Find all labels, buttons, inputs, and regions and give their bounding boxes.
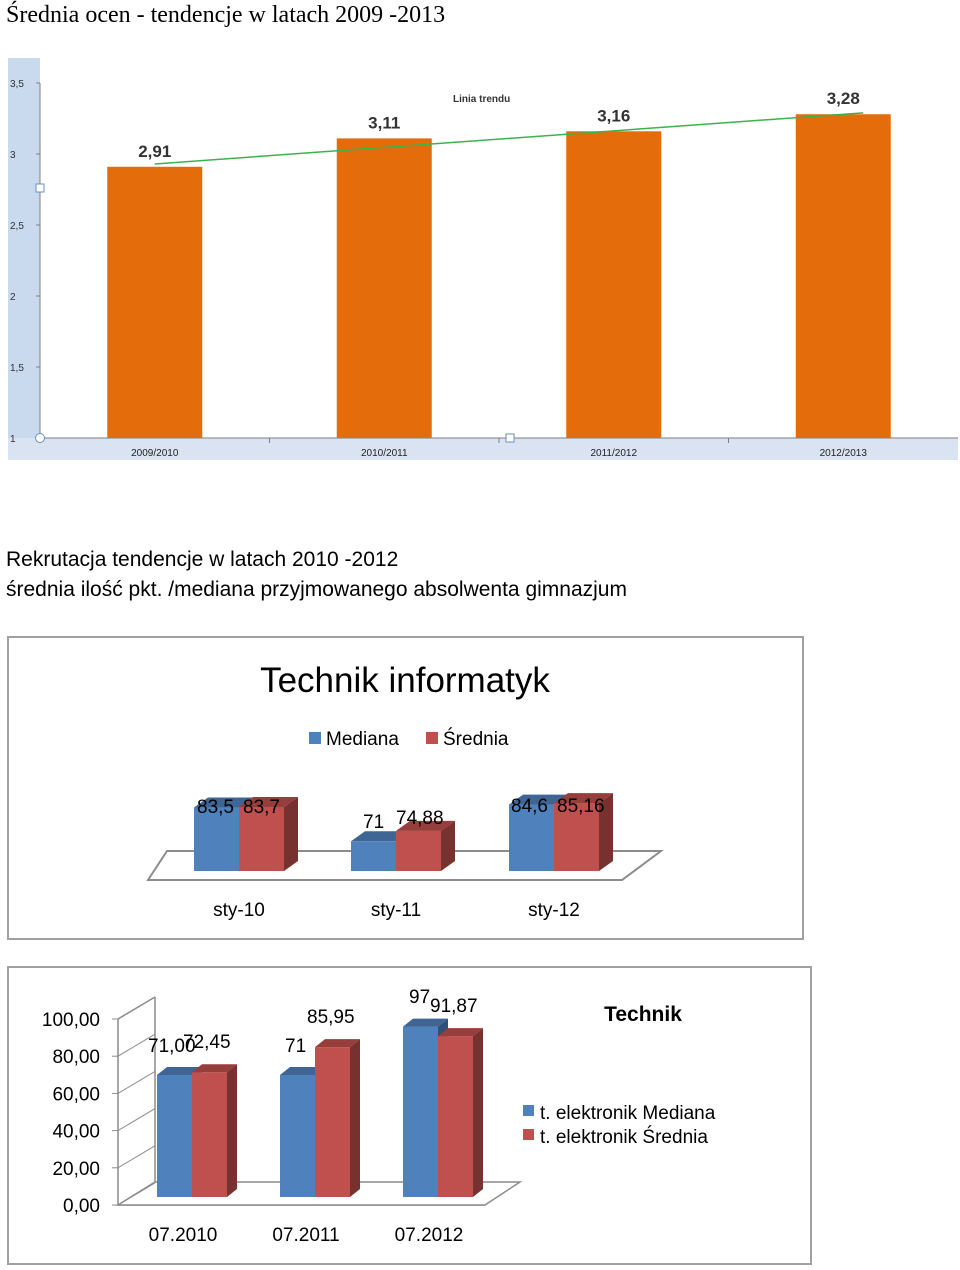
chart3-bar — [192, 1064, 237, 1197]
chart3-bar — [315, 1039, 360, 1197]
chart3-ytick-label: 100,00 — [42, 1010, 100, 1031]
chart2-legend-label: Mediana — [326, 729, 399, 750]
chart2-legend-swatch — [309, 732, 321, 744]
chart2-bar — [239, 797, 298, 871]
chart3-wall-gridline — [117, 1070, 156, 1094]
chart1-ytick-label: 1,5 — [10, 363, 24, 374]
chart3-legend-label: t. elektronik Mediana — [540, 1103, 716, 1124]
chart2-legend-swatch — [426, 732, 438, 744]
chart2-value-label: 83,5 — [197, 797, 234, 818]
chart2-value-label: 83,7 — [243, 797, 280, 818]
chart3-ytick-label: 60,00 — [52, 1084, 100, 1105]
chart-average-grades: 2,91 3,11 3,16 3,28 Linia trendu 1 1,5 2 2,5 3 3,… — [8, 58, 958, 460]
chart1-trend-line — [154, 112, 864, 165]
chart3-wall-gridline — [117, 996, 156, 1020]
chart1-resize-handle[interactable] — [505, 433, 515, 443]
chart1-category-label: 2009/2010 — [131, 448, 179, 459]
section-heading-line2: średnia ilość pkt. /mediana przyjmowaneg… — [6, 578, 627, 601]
chart2-bar — [554, 793, 613, 871]
chart2-value-label: 71 — [363, 812, 384, 833]
chart1-category-label: 2012/2013 — [820, 448, 868, 459]
chart2-bar — [396, 820, 455, 871]
chart3-value-label: 72,45 — [183, 1032, 231, 1053]
chart3-category-label: 07.2010 — [149, 1225, 218, 1246]
chart1-ytick-label: 2,5 — [10, 221, 24, 232]
chart3-category-label: 07.2012 — [395, 1225, 464, 1246]
chart3-wall-gridline — [117, 1033, 156, 1057]
chart1-bar — [566, 131, 662, 438]
chart3-legend-swatch — [523, 1129, 534, 1140]
chart1-bar — [336, 138, 432, 438]
chart1-ytick-label: 3,5 — [10, 79, 24, 90]
chart2-legend-label: Średnia — [443, 728, 509, 750]
chart1-value-label: 3,16 — [597, 106, 630, 125]
chart2-value-label: 84,6 — [511, 796, 548, 817]
chart1-bar — [795, 114, 891, 439]
chart1-ytick-label: 3 — [10, 150, 16, 161]
chart2-category-label: sty-11 — [371, 900, 421, 921]
section-heading: Rekrutacja tendencje w latach 2010 -2012… — [6, 545, 627, 605]
chart1-category-strip — [8, 438, 958, 460]
chart3-wall-gridline — [117, 1108, 156, 1132]
chart2-title: Technik informatyk — [260, 661, 550, 700]
chart3-ytick-label: 20,00 — [52, 1159, 100, 1180]
section-heading-line1: Rekrutacja tendencje w latach 2010 -2012 — [6, 548, 399, 571]
chart-technik-elektronik: 0,00 20,00 40,00 60,00 80,00 100,00 71,0072,4… — [7, 966, 812, 1265]
chart3-ytick-label: 80,00 — [52, 1047, 100, 1068]
chart3-wall-gridline — [117, 1145, 156, 1169]
chart2-category-label: sty-12 — [528, 900, 580, 921]
chart3-value-label: 85,95 — [307, 1007, 355, 1028]
chart2-frame — [7, 636, 804, 940]
chart1-value-label: 3,11 — [368, 113, 400, 132]
chart1-resize-handle[interactable] — [35, 433, 45, 443]
chart1-trend-label: Linia trendu — [453, 94, 510, 105]
chart3-category-label: 07.2011 — [272, 1225, 339, 1246]
chart-technik-informatyk: Technik informatyk Mediana Średnia 83,5 83… — [7, 636, 804, 940]
page-title: Średnia ocen - tendencje w latach 2009 -… — [6, 2, 446, 28]
chart2-category-label: sty-10 — [213, 900, 265, 921]
chart3-bar — [438, 1028, 483, 1197]
chart2-value-label: 85,16 — [557, 796, 605, 817]
chart1-value-label: 2,91 — [138, 142, 171, 161]
chart1-value-label: 3,28 — [827, 89, 860, 108]
chart2-value-label: 74,88 — [396, 808, 444, 829]
chart3-ytick-label: 0,00 — [63, 1196, 100, 1217]
chart3-value-label: 91,87 — [430, 996, 478, 1017]
chart3-value-label: 97 — [409, 987, 430, 1008]
chart1-ytick-label: 1 — [10, 434, 16, 445]
chart1-ytick-label: 2 — [10, 292, 16, 303]
chart1-category-label: 2011/2012 — [590, 448, 637, 459]
chart1-resize-handle[interactable] — [35, 183, 45, 193]
chart3-title: Technik — [604, 1003, 682, 1026]
chart3-legend-swatch — [523, 1105, 534, 1116]
chart1-bar — [107, 166, 203, 438]
chart3-value-label: 71 — [285, 1036, 306, 1057]
chart3-legend-label: t. elektronik Średnia — [540, 1126, 708, 1148]
chart3-value-label: 71,00 — [148, 1036, 196, 1057]
chart1-axis-strip — [8, 58, 40, 460]
chart3-wall-gridline — [117, 1182, 156, 1206]
chart1-category-label: 2010/2011 — [361, 448, 408, 459]
chart3-ytick-label: 40,00 — [52, 1122, 100, 1143]
